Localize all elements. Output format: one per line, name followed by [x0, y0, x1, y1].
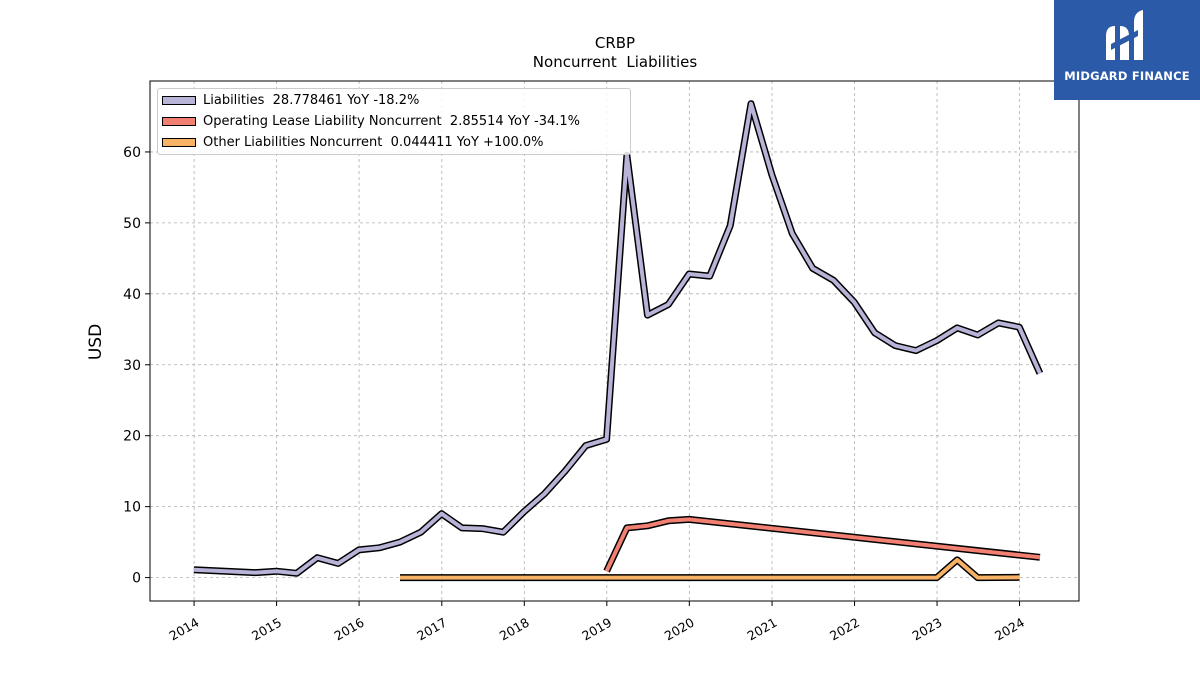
- legend-item-operating-lease: Operating Lease Liability Noncurrent 2.8…: [158, 112, 628, 132]
- x-tick-label: 2017: [414, 615, 449, 644]
- y-tick-label: 30: [123, 358, 141, 374]
- legend-item-other-liabilities: Other Liabilities Noncurrent 0.044411 Yo…: [158, 133, 628, 153]
- brand-logo-icon: [1106, 10, 1143, 60]
- series-layer: [193, 100, 1044, 582]
- x-tick-label: 2019: [579, 615, 614, 644]
- series-line-outline: [400, 556, 1020, 582]
- series-line-outline: [193, 100, 1044, 577]
- x-tick-label: 2015: [249, 615, 284, 644]
- legend-label: Other Liabilities Noncurrent 0.044411 Yo…: [203, 135, 544, 150]
- chart-subtitle: Noncurrent Liabilities: [533, 53, 698, 71]
- y-tick-label: 50: [123, 216, 141, 232]
- x-tick-label: 2023: [910, 615, 945, 644]
- y-tick-label: 60: [123, 145, 141, 161]
- x-tick-label: 2022: [827, 615, 862, 644]
- y-tick-label: 0: [132, 571, 141, 587]
- brand-logo: MIDGARD FINANCE: [1054, 0, 1200, 100]
- x-tick-label: 2018: [497, 615, 532, 644]
- axes: 0 10 20 30 40 50 60 2014 2015 2016 2017 2018 2019 202…: [123, 145, 1027, 644]
- x-tick-label: 2020: [662, 615, 697, 644]
- legend-label: Operating Lease Liability Noncurrent 2.8…: [203, 114, 581, 129]
- y-tick-label: 40: [123, 287, 141, 303]
- series-line-1: [604, 517, 1041, 573]
- x-tick-label: 2014: [167, 615, 202, 644]
- legend-item-liabilities: Liabilities 28.778461 YoY -18.2%: [158, 91, 628, 111]
- plot-frame: [149, 80, 1080, 602]
- legend-swatch: [162, 117, 196, 126]
- brand-name: MIDGARD FINANCE: [1064, 69, 1190, 83]
- chart-title: CRBP: [595, 34, 635, 52]
- y-tick-label: 20: [123, 429, 141, 445]
- x-tick-label: 2021: [744, 615, 779, 644]
- x-tick-label: 2024: [992, 615, 1027, 644]
- x-tick-label: 2016: [332, 615, 367, 644]
- series-line-2: [400, 557, 1020, 580]
- series-line-outline: [603, 515, 1041, 573]
- legend: Liabilities 28.778461 YoY -18.2% Operati…: [157, 88, 631, 155]
- y-tick-label: 10: [123, 500, 141, 516]
- series-line-0: [193, 101, 1042, 576]
- y-axis-label: USD: [86, 324, 106, 360]
- legend-swatch: [162, 138, 196, 147]
- legend-swatch: [162, 96, 196, 105]
- legend-label: Liabilities 28.778461 YoY -18.2%: [203, 93, 420, 108]
